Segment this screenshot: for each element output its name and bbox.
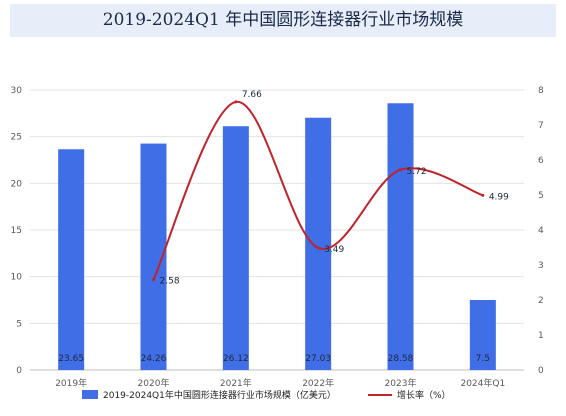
growth-rate-label: 2.58	[160, 277, 180, 287]
y-left-tick-label: 5	[16, 319, 22, 329]
growth-rate-point	[152, 278, 155, 282]
x-tick-label: 2021年	[220, 377, 252, 389]
y-right-tick-label: 8	[538, 86, 544, 96]
y-left-tick-label: 10	[11, 273, 23, 283]
growth-rate-label: 5.72	[407, 167, 427, 177]
y-left-tick-label: 15	[11, 226, 22, 236]
bar-value-label: 27.03	[305, 354, 331, 364]
y-right-tick-label: 0	[538, 366, 544, 376]
legend-bar-swatch	[82, 390, 98, 399]
bar	[222, 126, 249, 370]
x-tick-label: 2019年	[55, 377, 87, 389]
growth-rate-point	[316, 246, 320, 250]
y-left-tick-label: 20	[11, 179, 23, 189]
growth-rate-point	[481, 193, 485, 197]
growth-rate-point	[234, 100, 238, 104]
y-right-tick-label: 7	[538, 121, 544, 131]
growth-rate-label: 7.66	[242, 90, 262, 100]
title-band: 2019-2024Q1 年中国圆形连接器行业市场规模	[10, 4, 556, 37]
y-left-tick-label: 0	[16, 366, 22, 376]
x-tick-label: 2024年Q1	[460, 377, 505, 389]
x-tick-label: 2022年	[302, 377, 334, 389]
y-left-tick-label: 25	[11, 133, 22, 143]
y-right-tick-label: 5	[538, 191, 544, 201]
y-right-tick-label: 6	[538, 156, 544, 166]
growth-rate-label: 3.49	[324, 245, 344, 255]
y-left-tick-label: 30	[11, 86, 23, 96]
bar-value-label: 28.58	[388, 354, 414, 364]
y-right-tick-label: 2	[538, 296, 544, 306]
legend-bar-label: 2019-2024Q1年中国圆形连接器行业市场规模（亿美元）	[103, 389, 336, 401]
bar	[305, 117, 332, 370]
x-tick-label: 2020年	[138, 377, 170, 389]
legend-line-label: 增长率（%）	[397, 389, 451, 401]
bar	[58, 149, 85, 370]
bar-value-label: 23.65	[58, 354, 84, 364]
chart-title: 2019-2024Q1 年中国圆形连接器行业市场规模	[102, 10, 464, 30]
growth-rate-line	[152, 100, 484, 281]
growth-rate-point	[399, 168, 402, 172]
bar-value-label: 7.5	[476, 354, 490, 364]
x-tick-label: 2023年	[385, 377, 417, 389]
bar-value-label: 24.26	[141, 354, 167, 364]
y-right-tick-label: 1	[538, 331, 544, 341]
y-right-tick-label: 3	[538, 261, 544, 271]
bar	[387, 103, 414, 371]
bar-value-label: 26.12	[223, 354, 249, 364]
y-right-tick-label: 4	[538, 226, 544, 236]
growth-rate-label: 4.99	[489, 192, 509, 202]
bar	[469, 300, 496, 370]
